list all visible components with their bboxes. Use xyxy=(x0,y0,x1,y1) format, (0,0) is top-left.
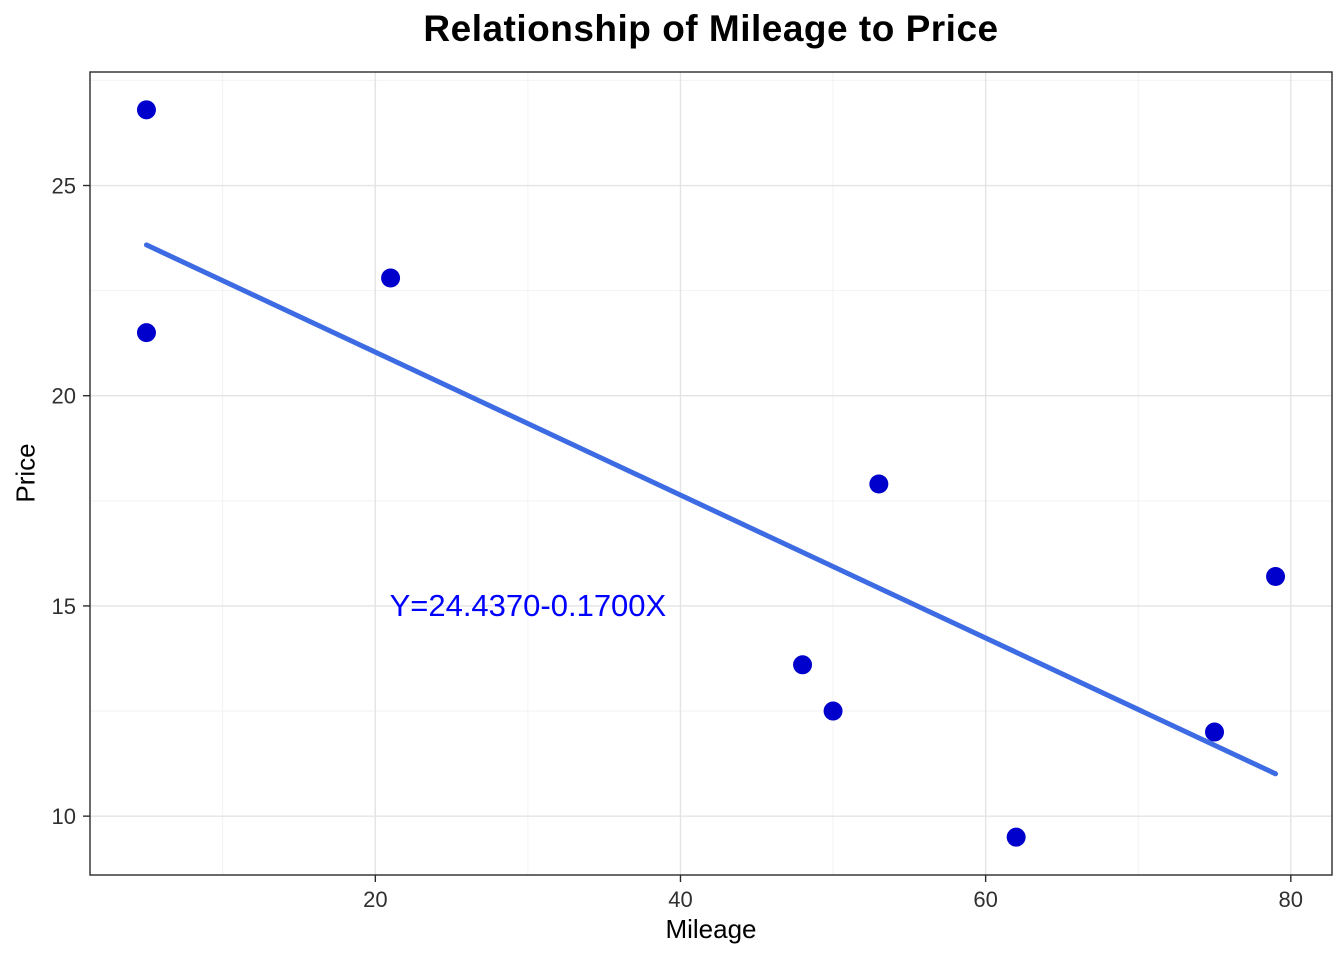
data-point xyxy=(381,268,401,288)
data-point xyxy=(136,323,156,343)
panel-background xyxy=(90,72,1332,875)
data-point xyxy=(136,100,156,120)
y-axis-tick-label: 25 xyxy=(52,174,76,199)
regression-equation-annotation: Y=24.4370-0.1700X xyxy=(390,588,667,623)
data-point xyxy=(869,474,889,494)
regression-line xyxy=(143,242,1279,777)
chart-title: Relationship of Mileage to Price xyxy=(423,8,999,49)
x-axis-tick-label: 40 xyxy=(668,887,692,912)
data-point xyxy=(1006,827,1026,847)
x-axis-tick-label: 20 xyxy=(363,887,387,912)
panel-border xyxy=(89,71,1333,876)
y-axis-tick-label: 15 xyxy=(52,594,76,619)
data-point xyxy=(823,701,843,721)
x-axis-tick-label: 80 xyxy=(1279,887,1303,912)
data-point xyxy=(793,655,813,675)
x-axis-title: Mileage xyxy=(665,914,757,944)
y-axis-tick-label: 10 xyxy=(52,804,76,829)
data-point xyxy=(1266,567,1286,587)
data-point xyxy=(1205,722,1225,742)
y-axis-tick-label: 20 xyxy=(52,384,76,409)
x-axis-tick-label: 60 xyxy=(973,887,997,912)
